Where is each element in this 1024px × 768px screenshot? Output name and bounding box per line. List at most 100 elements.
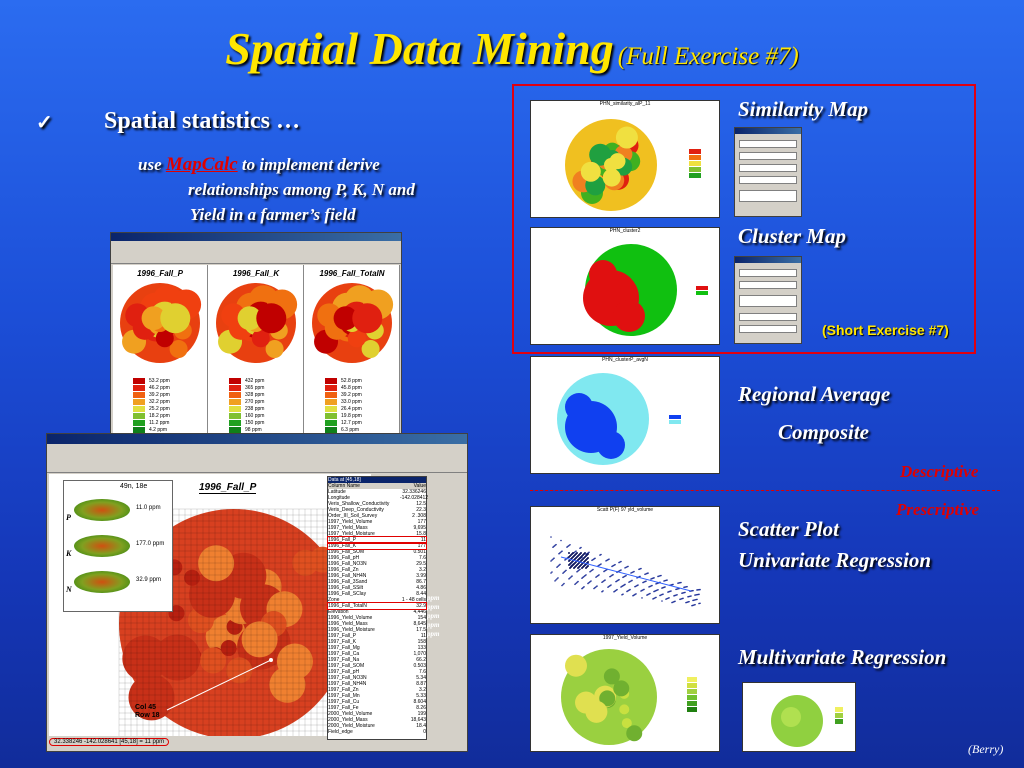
table-header-cell[interactable]: Value bbox=[413, 483, 426, 489]
table-row[interactable]: 1997_Fall_Zn 3.2 bbox=[328, 687, 426, 693]
scatter-point bbox=[568, 556, 570, 558]
scatter-point bbox=[581, 587, 583, 590]
table-row[interactable]: 2000_Yield_Volume 199 bbox=[328, 711, 426, 717]
scatter-point bbox=[667, 591, 669, 593]
table-row[interactable]: 1996_Fall_SSilt 4.86 bbox=[328, 585, 426, 591]
table-cell-name: 1996_Yield_Moisture bbox=[328, 627, 375, 633]
main-window[interactable]: 1996_Fall_P 49n, 18e P 11.0 ppm K 177.0 ppm… bbox=[46, 433, 468, 752]
table-row[interactable]: Field_edge 0 bbox=[328, 729, 426, 735]
table-header-cell[interactable]: Column Name bbox=[328, 483, 360, 489]
table-row[interactable]: 1996_Yield_Mass 8,645 bbox=[328, 621, 426, 627]
table-row[interactable]: 1996_Fall_SClay 8.44 bbox=[328, 591, 426, 597]
similarity-thumbnail[interactable]: PHN_similarity_alP_11 bbox=[530, 100, 720, 218]
table-row[interactable]: 1997_Fall_pH 7.6 bbox=[328, 669, 426, 675]
table-row[interactable]: 1997_Fall_Na 66.2 bbox=[328, 657, 426, 663]
scatter-point bbox=[685, 601, 687, 604]
table-row[interactable]: 1997_Fall_NH4N 8.87 bbox=[328, 681, 426, 687]
dlg-field-4[interactable] bbox=[739, 176, 797, 184]
map-column-image bbox=[120, 283, 202, 363]
table-row[interactable]: 1996_Fall_Zn 3.2 bbox=[328, 567, 426, 573]
cl-field-3[interactable] bbox=[739, 295, 797, 307]
inset-layer-label: P bbox=[66, 513, 71, 522]
table-row[interactable]: 1996_Fall_K 177 bbox=[327, 542, 427, 550]
table-cell-value: 5.33 bbox=[416, 693, 426, 699]
table-row[interactable]: 1997_Fall_P 11 bbox=[328, 633, 426, 639]
scatter-thumbnail[interactable]: Scatt P(F) 97 yld_volume bbox=[530, 506, 720, 624]
table-row[interactable]: 1997_Fall_Mg 133 bbox=[328, 645, 426, 651]
legend-swatch bbox=[689, 173, 701, 178]
table-cell-value: 86.7 bbox=[416, 579, 426, 585]
mapcalc-window[interactable]: 1996_Fall_P 53.2 ppm 46.2 ppm 39.2 ppm 32.2 … bbox=[110, 232, 402, 440]
dlg-field-5[interactable] bbox=[739, 190, 797, 202]
regional-thumbnail[interactable]: PHN_clusterP_avgN bbox=[530, 356, 720, 474]
table-row[interactable]: 1996_Yield_Volume 154 bbox=[328, 615, 426, 621]
table-row[interactable]: 1997_Fall_Fe 8.26 bbox=[328, 705, 426, 711]
highlight-frame bbox=[512, 84, 976, 354]
table-row[interactable]: 1997_Yield_Mass 9,695 bbox=[328, 525, 426, 531]
table-cell-value: 177 bbox=[417, 519, 426, 525]
table-row[interactable]: 1997_Yield_Moisture 15.8 bbox=[328, 531, 426, 537]
similarity-dialog-titlebar bbox=[735, 128, 801, 134]
table-row[interactable]: 1997_Fall_Cu 8.604 bbox=[328, 699, 426, 705]
table-row[interactable]: 1996_Fall_TotalN 32.9 bbox=[327, 602, 427, 610]
table-row[interactable]: Veris_Deep_Conductivity 22.3 bbox=[328, 507, 426, 513]
table-row[interactable]: 1996_Fall_3Sand 86.7 bbox=[328, 579, 426, 585]
scatter-point bbox=[579, 547, 581, 550]
table-row[interactable]: 1997_Fall_Mn 5.33 bbox=[328, 693, 426, 699]
main-grid-map[interactable] bbox=[49, 474, 371, 736]
table-row[interactable]: 1996_Fall_NO3N 29.5 bbox=[328, 561, 426, 567]
map-column[interactable]: 1996_Fall_K 432 ppm 365 ppm 328 ppm 270 ppm 2… bbox=[209, 265, 304, 437]
table-row[interactable]: 1997_Fall_Ca 1,070 bbox=[328, 651, 426, 657]
table-row[interactable]: Veris_Shallow_Conductivity 12.5 bbox=[328, 501, 426, 507]
scatter-point bbox=[648, 586, 650, 588]
table-row[interactable]: 1996_Fall_SOM 0.501 bbox=[328, 549, 426, 555]
map-column[interactable]: 1996_Fall_TotalN 52.8 ppm 45.8 ppm 39.2 ppm… bbox=[305, 265, 400, 437]
mapcalc-link[interactable]: MapCalc bbox=[165, 154, 238, 175]
table-row[interactable]: Order_III_Soil_Survey 2 .308 bbox=[328, 513, 426, 519]
table-cell-value: 29.5 bbox=[416, 561, 426, 567]
table-row[interactable]: 1997_Fall_SOM 0.503 bbox=[328, 663, 426, 669]
table-row[interactable]: 1997_Fall_K 158 bbox=[328, 639, 426, 645]
scatter-point bbox=[621, 594, 623, 596]
table-cell-value: 133 bbox=[417, 645, 426, 651]
table-row[interactable]: Zone 1 - 48 cells bbox=[328, 597, 426, 603]
table-row[interactable]: Elevation 4,446 bbox=[328, 609, 426, 615]
table-row[interactable]: 1996_Yield_Moisture 17.5 bbox=[328, 627, 426, 633]
table-cell-name: Veris_Deep_Conductivity bbox=[328, 507, 384, 513]
dlg-field-3[interactable] bbox=[739, 164, 797, 172]
scatter-point bbox=[626, 590, 628, 593]
multivariate-small-thumb[interactable] bbox=[742, 682, 856, 752]
dlg-field-2[interactable] bbox=[739, 152, 797, 160]
table-row[interactable]: 1997_Yield_Volume 177 bbox=[328, 519, 426, 525]
cl-field-5[interactable] bbox=[739, 325, 797, 333]
table-row[interactable]: Longitude -142.028412 bbox=[328, 495, 428, 501]
table-row[interactable]: 2000_Yield_Mass 18,643 bbox=[328, 717, 426, 723]
map-legend: 432 ppm 365 ppm 328 ppm 270 ppm 238 ppm 160 p… bbox=[229, 377, 303, 433]
table-cell-value: 9,695 bbox=[413, 525, 426, 531]
cl-field-4[interactable] bbox=[739, 313, 797, 321]
legend-swatch bbox=[687, 689, 697, 694]
map-column[interactable]: 1996_Fall_P 53.2 ppm 46.2 ppm 39.2 ppm 32.2 … bbox=[113, 265, 208, 437]
table-row[interactable]: 1997_Fall_NO3N 5.34 bbox=[328, 675, 426, 681]
similarity-dialog[interactable] bbox=[734, 127, 802, 217]
cl-field-2[interactable] bbox=[739, 281, 797, 289]
scatter-point bbox=[581, 577, 583, 579]
table-row[interactable]: Latitude 32.336246 bbox=[328, 489, 426, 495]
scatter-point bbox=[638, 568, 640, 571]
legend-value: 160 ppm bbox=[245, 412, 265, 419]
cl-field-1[interactable] bbox=[739, 269, 797, 277]
table-row[interactable]: 1996_Fall_NH4N 3.99 bbox=[328, 573, 426, 579]
cluster-thumb-title: PHN_cluster2 bbox=[609, 228, 641, 234]
table-row[interactable]: 2000_Yield_Moisture 18.4 bbox=[328, 723, 426, 729]
scatter-point bbox=[560, 539, 562, 542]
table-cell-value: 11 bbox=[420, 537, 426, 543]
field-patch bbox=[184, 569, 201, 586]
multivariate-thumbnail[interactable]: 1997_Yield_Volume bbox=[530, 634, 720, 752]
scatter-point bbox=[694, 594, 696, 596]
cluster-dialog[interactable] bbox=[734, 256, 802, 344]
cluster-thumbnail[interactable]: PHN_cluster2 bbox=[530, 227, 720, 345]
table-row[interactable]: 1996_Fall_P 11 bbox=[327, 536, 427, 544]
dlg-field-1[interactable] bbox=[739, 140, 797, 148]
scatter-point bbox=[603, 570, 605, 573]
table-row[interactable]: 1996_Fall_pH 7.6 bbox=[328, 555, 426, 561]
